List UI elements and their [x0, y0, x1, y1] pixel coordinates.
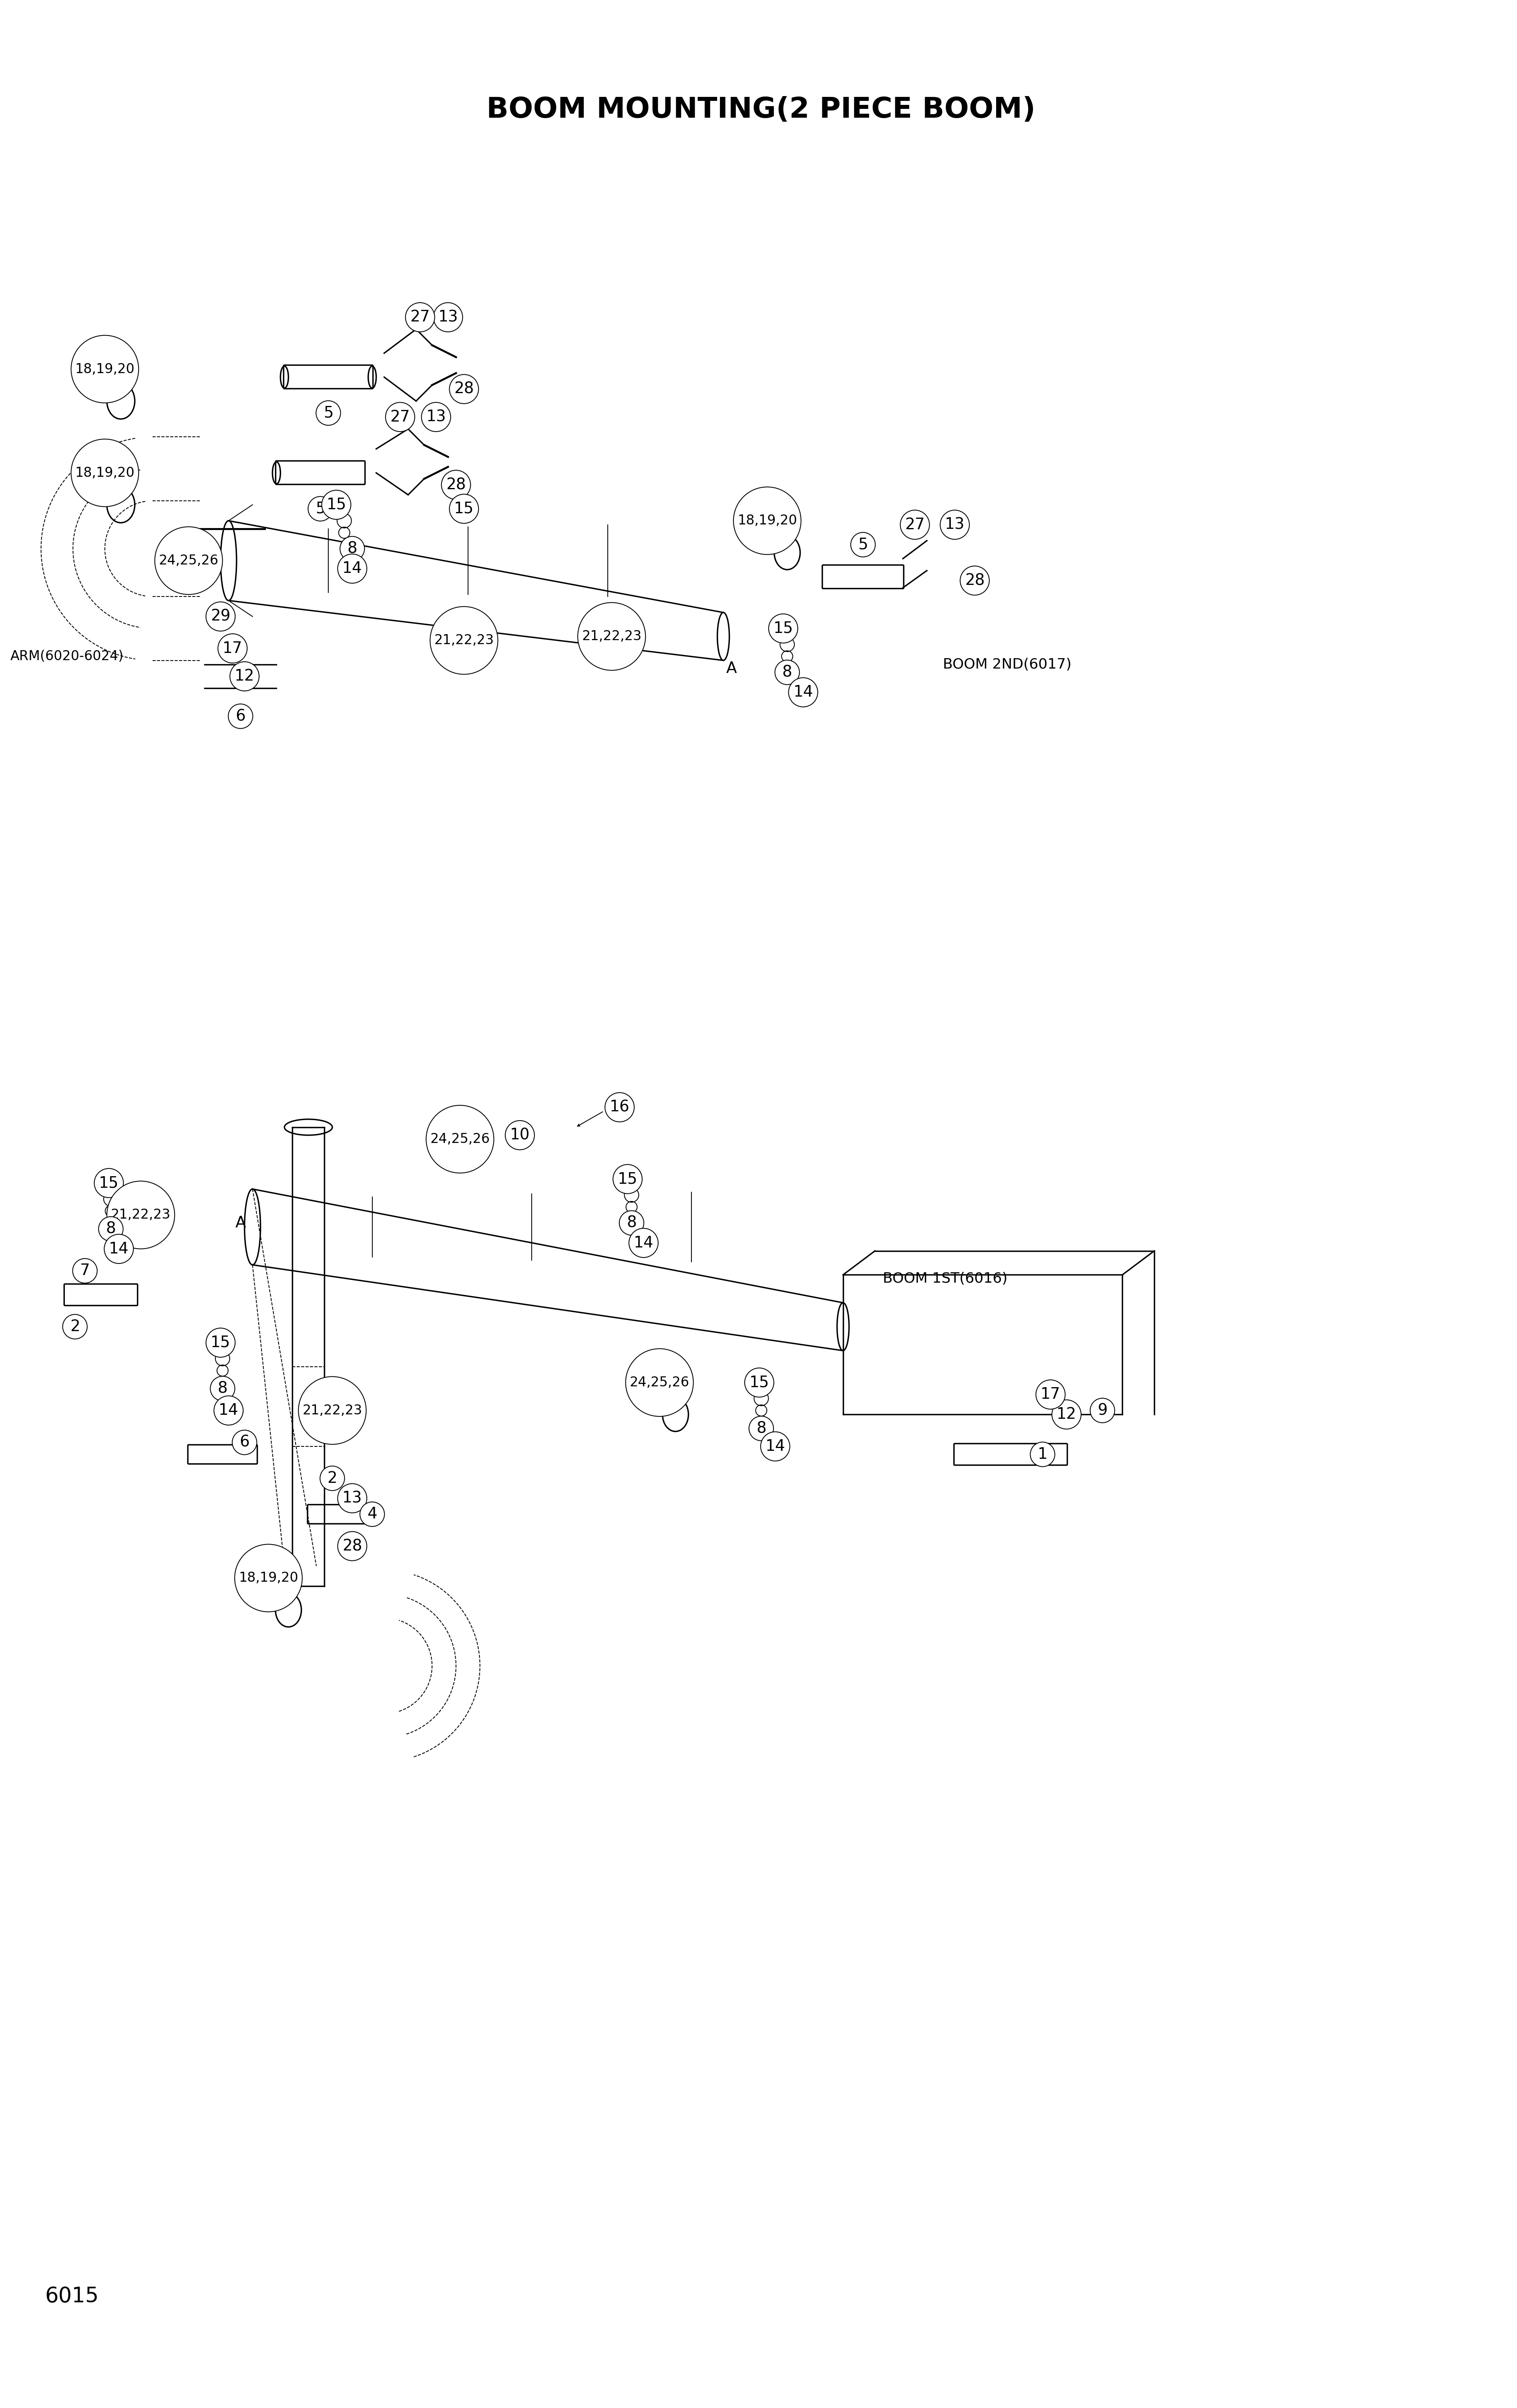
Text: 28: 28: [446, 477, 466, 491]
Text: 27: 27: [906, 518, 925, 532]
Text: A: A: [235, 1216, 246, 1230]
Text: BOOM 2ND(6017): BOOM 2ND(6017): [942, 657, 1071, 672]
Text: 14: 14: [634, 1235, 654, 1250]
Text: 8: 8: [106, 1221, 115, 1238]
Text: 13: 13: [426, 409, 446, 424]
Text: 14: 14: [793, 684, 813, 701]
Text: 24,25,26: 24,25,26: [630, 1375, 689, 1389]
Text: 15: 15: [326, 496, 346, 513]
Text: BOOM 1ST(6016): BOOM 1ST(6016): [883, 1271, 1007, 1286]
Text: 4: 4: [367, 1507, 378, 1522]
Text: 6015: 6015: [46, 2285, 99, 2307]
Text: 14: 14: [343, 561, 363, 576]
FancyBboxPatch shape: [308, 1505, 373, 1524]
Text: 21,22,23: 21,22,23: [111, 1209, 170, 1221]
Text: 15: 15: [211, 1334, 231, 1351]
Text: 13: 13: [438, 311, 458, 325]
Text: 18,19,20: 18,19,20: [238, 1572, 299, 1584]
Text: 14: 14: [109, 1240, 129, 1257]
Text: 9: 9: [1097, 1404, 1107, 1418]
Text: 18,19,20: 18,19,20: [74, 364, 135, 376]
Text: 13: 13: [343, 1491, 363, 1505]
Text: 27: 27: [390, 409, 410, 424]
FancyBboxPatch shape: [276, 460, 366, 484]
Text: 28: 28: [343, 1539, 363, 1553]
Text: 15: 15: [774, 621, 793, 636]
Text: 5: 5: [323, 405, 334, 421]
Text: 14: 14: [765, 1438, 786, 1454]
Text: 28: 28: [454, 380, 473, 397]
Text: 5: 5: [859, 537, 868, 551]
FancyBboxPatch shape: [284, 366, 373, 388]
Text: 15: 15: [617, 1170, 637, 1187]
Text: 18,19,20: 18,19,20: [737, 515, 796, 527]
Text: 21,22,23: 21,22,23: [434, 633, 495, 648]
Text: 10: 10: [510, 1127, 529, 1144]
Text: A: A: [727, 660, 737, 677]
Text: 8: 8: [627, 1216, 637, 1230]
Text: 24,25,26: 24,25,26: [431, 1132, 490, 1146]
Text: BOOM MOUNTING(2 PIECE BOOM): BOOM MOUNTING(2 PIECE BOOM): [487, 96, 1036, 123]
Text: 1: 1: [1038, 1447, 1048, 1462]
FancyBboxPatch shape: [954, 1442, 1068, 1464]
Text: 6: 6: [240, 1435, 249, 1450]
Text: 8: 8: [347, 542, 356, 556]
Text: 17: 17: [1041, 1387, 1060, 1401]
FancyBboxPatch shape: [64, 1283, 138, 1305]
Text: 7: 7: [80, 1264, 90, 1279]
Text: 6: 6: [235, 708, 246, 725]
Text: 15: 15: [749, 1375, 769, 1389]
Text: 15: 15: [454, 501, 473, 515]
Text: 8: 8: [217, 1380, 228, 1397]
Text: 8: 8: [757, 1421, 766, 1435]
FancyBboxPatch shape: [822, 566, 904, 588]
Text: 27: 27: [410, 311, 429, 325]
Text: 12: 12: [235, 669, 255, 684]
Text: 21,22,23: 21,22,23: [302, 1404, 363, 1416]
Text: 29: 29: [211, 609, 231, 624]
Text: 14: 14: [218, 1404, 238, 1418]
Text: 28: 28: [965, 573, 985, 588]
Text: 15: 15: [99, 1175, 118, 1190]
Text: 2: 2: [70, 1320, 80, 1334]
Text: 2: 2: [328, 1471, 337, 1486]
Text: 16: 16: [610, 1100, 630, 1115]
Text: 8: 8: [783, 665, 792, 679]
Text: 17: 17: [223, 641, 243, 655]
Text: 13: 13: [945, 518, 965, 532]
FancyBboxPatch shape: [188, 1445, 258, 1464]
Text: 24,25,26: 24,25,26: [159, 554, 218, 568]
Text: 21,22,23: 21,22,23: [581, 631, 642, 643]
Text: 12: 12: [1056, 1406, 1077, 1423]
Text: 18,19,20: 18,19,20: [74, 467, 135, 479]
Text: 5: 5: [316, 501, 325, 515]
Text: ARM(6020-6024): ARM(6020-6024): [11, 650, 123, 662]
